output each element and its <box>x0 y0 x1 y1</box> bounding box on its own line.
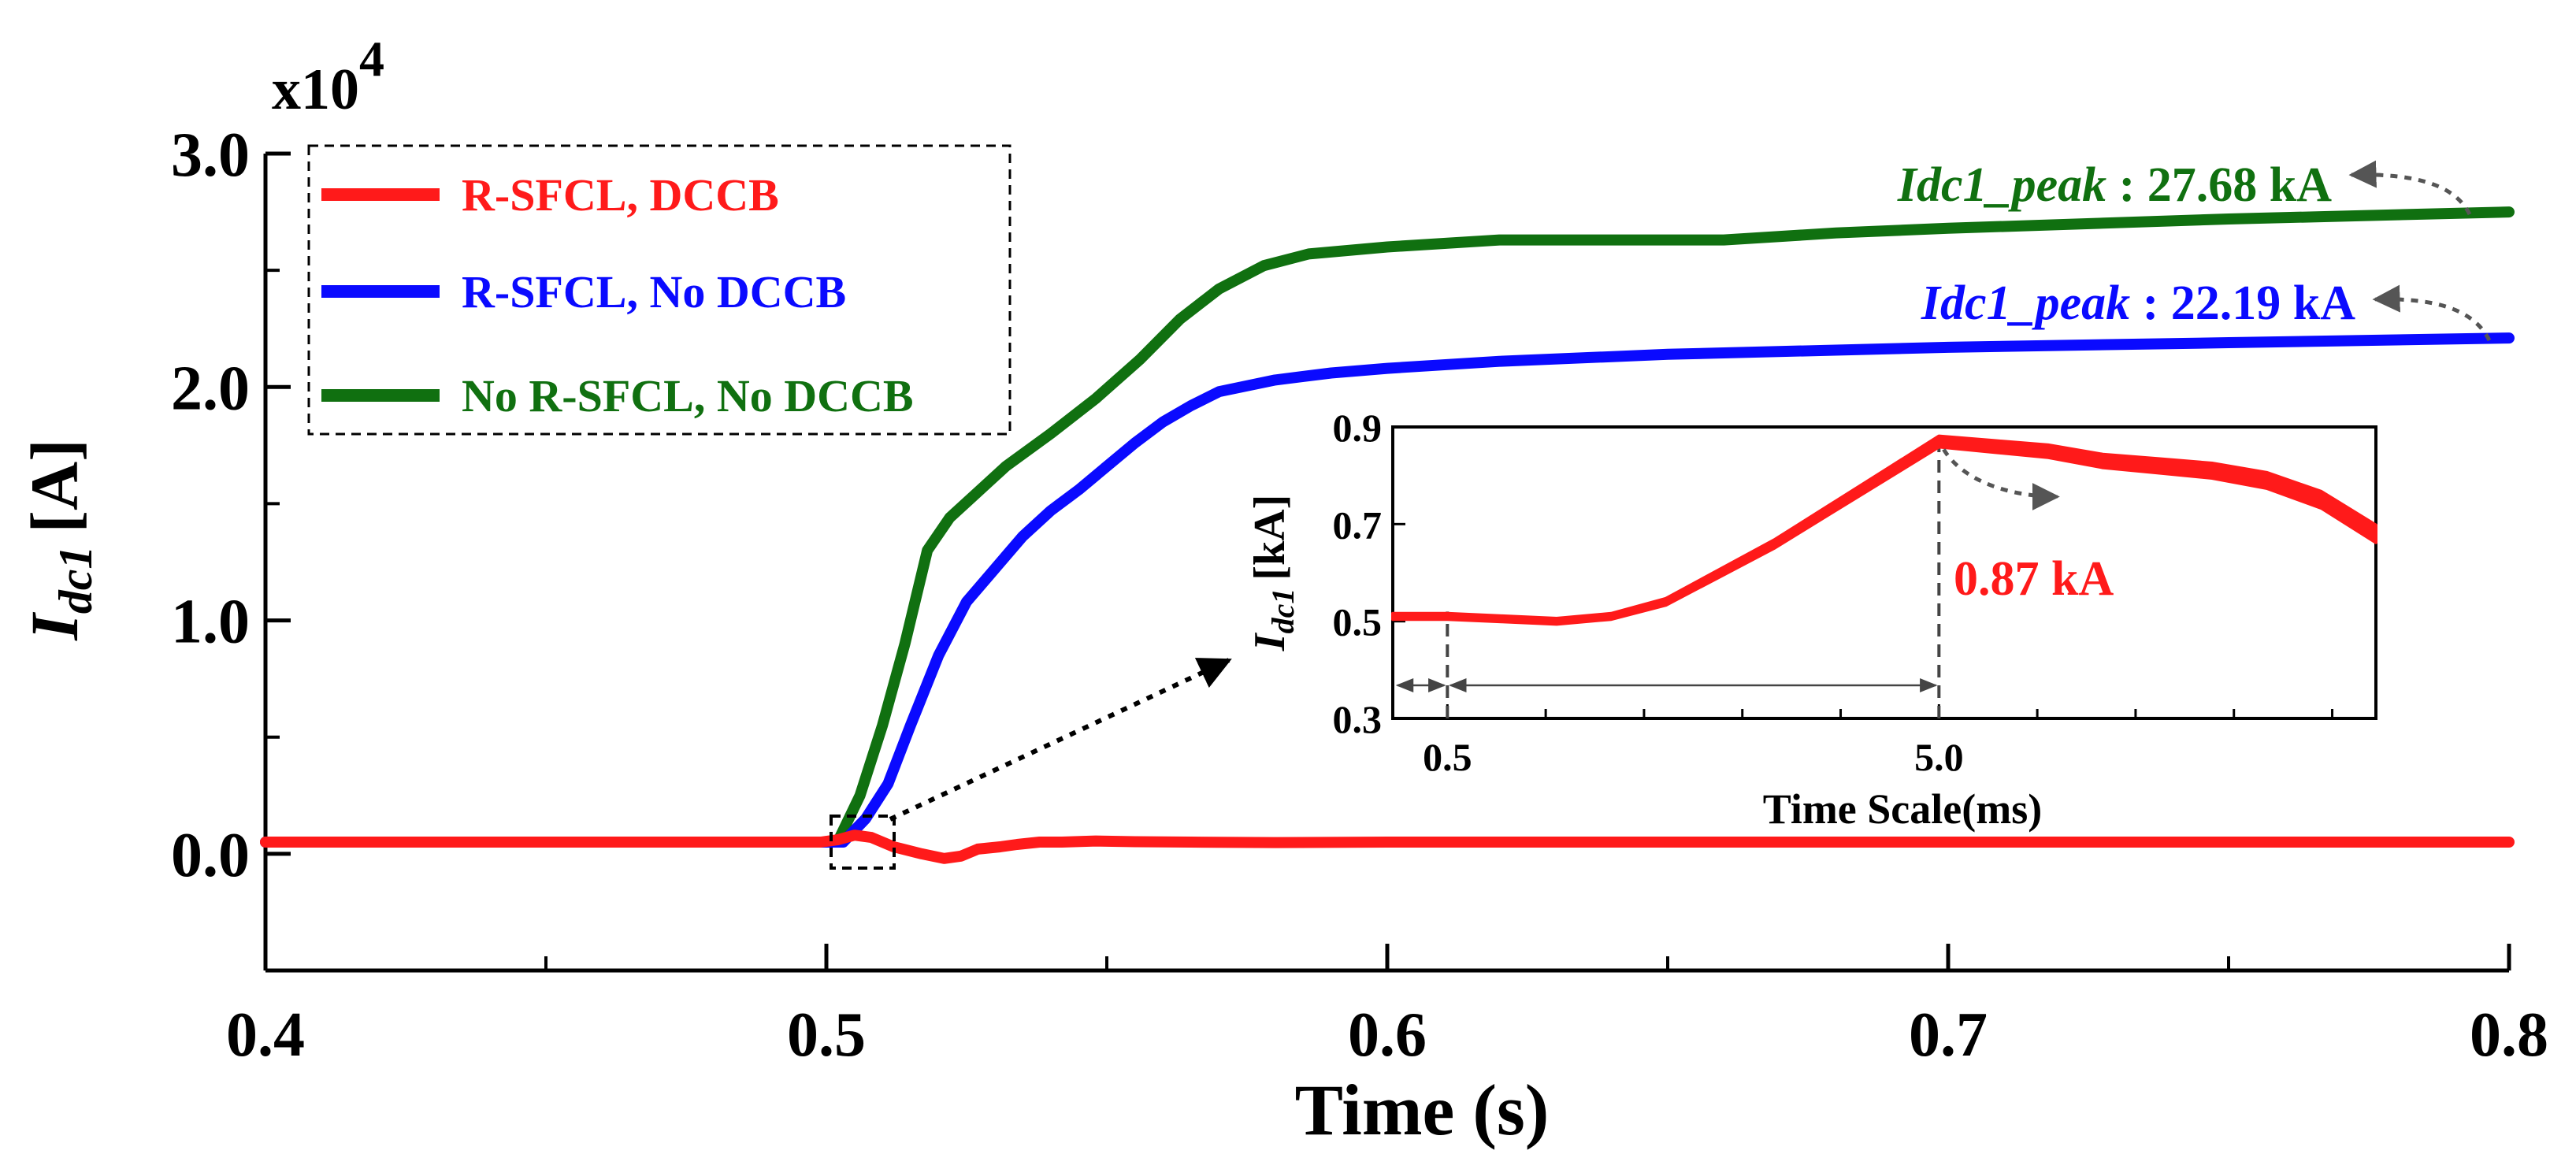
inset-peak-label: 0.87 kA <box>1954 552 2114 606</box>
inset-y-tick-label: 0.9 <box>1333 406 1383 450</box>
y-ticks: 0.0 1.0 2.0 3.0 <box>171 121 291 972</box>
annotation-green-peak: Idc1_peak : 27.68 kA <box>1897 158 2332 212</box>
x-axis-title: Time (s) <box>1295 1070 1550 1150</box>
series-line-r-sfcl-no-dccb <box>260 332 2515 848</box>
inset-series-band <box>1391 434 2377 626</box>
inset-y-axis-title-unit: [kA] <box>1245 495 1294 581</box>
y-tick-label: 0.0 <box>171 821 250 890</box>
legend-label-green: No R-SFCL, No DCCB <box>462 370 914 421</box>
legend: R-SFCL, DCCB R-SFCL, No DCCB No R-SFCL, … <box>307 144 1011 436</box>
y-multiplier-exponent: 4 <box>359 31 384 87</box>
inset-y-tick-label: 0.7 <box>1333 503 1383 547</box>
y-tick-label: 1.0 <box>171 588 250 657</box>
series-line-no-r-sfcl-no-dccb <box>260 206 2515 848</box>
inset-y-ticks: 0.3 0.5 0.7 0.9 <box>1333 406 1405 741</box>
y-axis-title-unit: [A] <box>17 439 92 533</box>
x-tick-label: 0.5 <box>787 1000 866 1070</box>
zoom-region-box <box>830 815 896 870</box>
y-tick-label: 2.0 <box>171 354 250 423</box>
inset-x-axis-title: Time Scale(ms) <box>1763 785 2042 833</box>
x-tick-label: 0.7 <box>1909 1000 1988 1070</box>
peak-annotations: Idc1_peak : 27.68 kA Idc1_peak : 22.19 k… <box>1897 158 2492 342</box>
inset-x-tick-label: 0.5 <box>1423 735 1472 779</box>
inset-y-tick-label: 0.5 <box>1333 600 1383 644</box>
inset-chart: 0.3 0.5 0.7 0.9 0.5 5.0 Time Scale(ms) Idc1 [… <box>1245 406 2377 833</box>
inset-y-axis-title-main: I <box>1245 632 1294 651</box>
inset-x-tick-label: 5.0 <box>1914 735 1964 779</box>
annotation-blue-value: : 22.19 kA <box>2130 276 2355 330</box>
inset-y-axis-title-sub: dc1 <box>1265 588 1301 634</box>
zoom-arrow <box>889 658 1232 822</box>
series-layer <box>260 206 2515 864</box>
annotation-blue-peak: Idc1_peak : 22.19 kA <box>1921 276 2355 330</box>
x-ticks: 0.4 0.5 0.6 0.7 0.8 <box>226 944 2548 1070</box>
inset-y-tick-label: 0.3 <box>1333 697 1383 741</box>
legend-label-red: R-SFCL, DCCB <box>462 169 779 221</box>
x-tick-label: 0.6 <box>1348 1000 1427 1070</box>
y-axis-title-sub: dc1 <box>50 546 102 614</box>
y-axis-title: Idc1 [A] <box>17 439 102 641</box>
y-axis-title-main: I <box>17 612 92 641</box>
y-multiplier-base: x10 <box>272 58 359 122</box>
series-line-r-sfcl-dccb <box>260 829 2515 864</box>
x-tick-label: 0.8 <box>2470 1000 2548 1070</box>
legend-label-blue: R-SFCL, No DCCB <box>462 266 846 317</box>
annotation-blue-main: Idc1_peak <box>1921 276 2130 330</box>
inset-y-axis-title: Idc1 [kA] <box>1245 495 1301 651</box>
inset-peak-arrow <box>1942 448 2060 510</box>
annotation-green-main: Idc1_peak <box>1897 158 2106 212</box>
y-tick-label: 3.0 <box>171 121 250 190</box>
inset-x-ticks: 0.5 5.0 <box>1423 704 2334 779</box>
annotation-green-value: : 27.68 kA <box>2106 158 2332 212</box>
inset-series <box>1391 434 2377 718</box>
y-multiplier: x104 <box>272 31 384 122</box>
x-tick-label: 0.4 <box>226 1000 305 1070</box>
